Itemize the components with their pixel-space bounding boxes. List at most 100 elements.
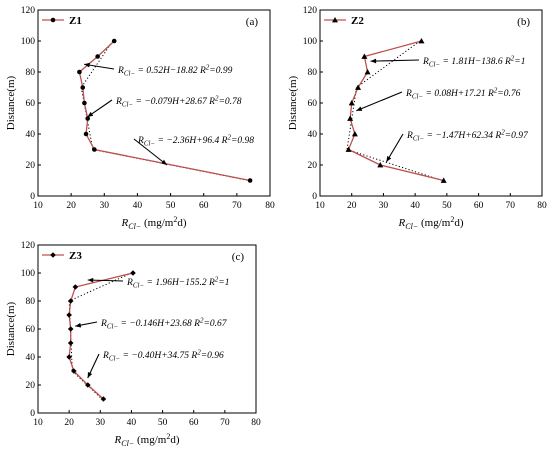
data-point	[377, 162, 384, 168]
x-tick-label: 10	[315, 201, 325, 211]
y-tick-label: 100	[21, 37, 36, 47]
y-tick-label: 0	[312, 192, 317, 202]
data-point	[100, 396, 107, 402]
x-tick-label: 10	[33, 201, 43, 211]
legend-marker	[50, 252, 56, 258]
annotation-label: RCl− = −2.36H+96.4 R2=0.98	[137, 134, 254, 148]
data-point	[418, 38, 425, 44]
x-tick-label: 70	[232, 201, 242, 211]
data-point	[355, 84, 362, 90]
y-tick-label: 40	[308, 130, 318, 140]
y-tick-label: 20	[308, 161, 318, 171]
x-tick-label: 40	[410, 201, 420, 211]
y-tick-label: 20	[26, 161, 36, 171]
y-tick-label: 80	[26, 297, 36, 307]
annotation-label: RCl− = −0.40H+34.75 R2=0.96	[102, 349, 224, 363]
x-tick-label: 20	[66, 201, 76, 211]
fit-line	[80, 40, 114, 88]
y-tick-label: 120	[303, 6, 318, 16]
annotation-arrowhead	[84, 62, 90, 68]
series-line	[78, 40, 251, 182]
y-tick-label: 60	[26, 99, 36, 109]
chart-panel-2: 10 20 30 40 50 60 70 80 0 20 40 60 80 100 120 RCl− (mg/…	[287, 6, 547, 231]
data-point	[348, 100, 355, 106]
annotation-arrow	[356, 91, 403, 112]
data-point	[111, 38, 117, 44]
x-tick-label: 30	[379, 201, 389, 211]
data-point	[66, 312, 72, 318]
data-point	[351, 131, 358, 137]
data-point	[347, 115, 354, 121]
x-tick-label: 20	[347, 201, 357, 211]
annotation-arrow	[87, 279, 124, 282]
x-tick-label: 30	[100, 201, 110, 211]
legend-marker	[50, 17, 56, 23]
annotation-arrowhead	[75, 322, 82, 328]
annotation-arrowhead	[161, 159, 167, 165]
x-tick-label: 70	[506, 201, 516, 211]
y-tick-label: 40	[26, 353, 36, 363]
y-axis-title: Distance(m)	[5, 301, 17, 356]
annotation-arrowhead	[87, 372, 93, 378]
y-tick-label: 60	[26, 325, 36, 335]
annotation-label: RCl− = −0.146H+23.68 R2=0.67	[100, 317, 228, 331]
data-point	[71, 368, 77, 374]
annotation-arrowhead	[87, 111, 94, 117]
chart-panel-1: 10 20 30 40 50 60 70 80 0 20 40 60 80 100 120 RCl− (mg/…	[5, 6, 275, 231]
data-point	[361, 53, 368, 59]
legend: Z3	[42, 250, 82, 262]
y-tick-label: 0	[30, 192, 35, 202]
annotation-label: RCl− = 1.96H−155.2 R2=1	[126, 276, 229, 290]
annotation-arrowhead	[356, 106, 363, 111]
x-tick-label: 10	[33, 418, 43, 428]
legend-label: Z2	[351, 15, 364, 27]
x-tick-label: 30	[96, 418, 106, 428]
panel-tag: (a)	[246, 16, 259, 28]
y-axis-title: Distance(m)	[287, 75, 299, 130]
annotation-arrowhead	[87, 277, 94, 283]
fit-line	[346, 149, 443, 181]
y-tick-label: 80	[308, 68, 318, 78]
data-point	[85, 116, 91, 121]
legend: Z1	[42, 15, 82, 27]
x-axis-title: RCl− (mg/m2d)	[114, 432, 180, 448]
panel-tag: (b)	[517, 16, 530, 28]
data-point	[345, 146, 352, 152]
x-tick-label: 40	[127, 418, 137, 428]
legend: Z2	[324, 15, 364, 27]
annotation-label: RCl− = 1.81H−138.6 R2=1	[422, 55, 525, 69]
legend-label: Z3	[69, 250, 82, 262]
panel-tag: (c)	[232, 251, 245, 263]
y-tick-label: 20	[26, 381, 36, 391]
data-point	[364, 69, 371, 75]
chart-panel-3: 10 20 30 40 50 60 70 80 0 20 40 60 80 100 120 RCl− (mg/…	[5, 241, 261, 448]
x-tick-label: 80	[265, 201, 275, 211]
annotation-label: RCl− = 0.08H+17.21 R2=0.76	[405, 87, 521, 101]
annotation-arrow	[133, 138, 168, 166]
x-tick-label: 50	[166, 201, 176, 211]
data-point	[247, 178, 253, 183]
x-tick-label: 60	[474, 201, 484, 211]
x-tick-label: 20	[64, 418, 74, 428]
y-axis-title: Distance(m)	[5, 75, 17, 130]
y-tick-label: 100	[303, 37, 318, 47]
data-point	[440, 177, 447, 183]
data-point	[80, 85, 86, 90]
y-tick-label: 100	[21, 269, 36, 279]
data-point	[67, 326, 74, 332]
fit-line	[356, 40, 421, 88]
legend-marker	[332, 17, 338, 23]
x-tick-label: 40	[133, 201, 143, 211]
x-axis-title: RCl− (mg/m2d)	[398, 215, 464, 231]
x-tick-label: 60	[189, 418, 199, 428]
x-tick-label: 80	[537, 201, 547, 211]
data-point	[92, 147, 97, 152]
data-point	[130, 270, 136, 276]
y-tick-label: 40	[26, 130, 36, 140]
y-tick-label: 0	[30, 409, 35, 419]
series-line	[347, 40, 444, 182]
fit-line	[346, 87, 358, 150]
annotation-label: RCl− = −0.079H+28.67 R2=0.78	[115, 95, 242, 109]
x-tick-label: 70	[220, 418, 230, 428]
annotation-arrowhead	[386, 155, 392, 162]
